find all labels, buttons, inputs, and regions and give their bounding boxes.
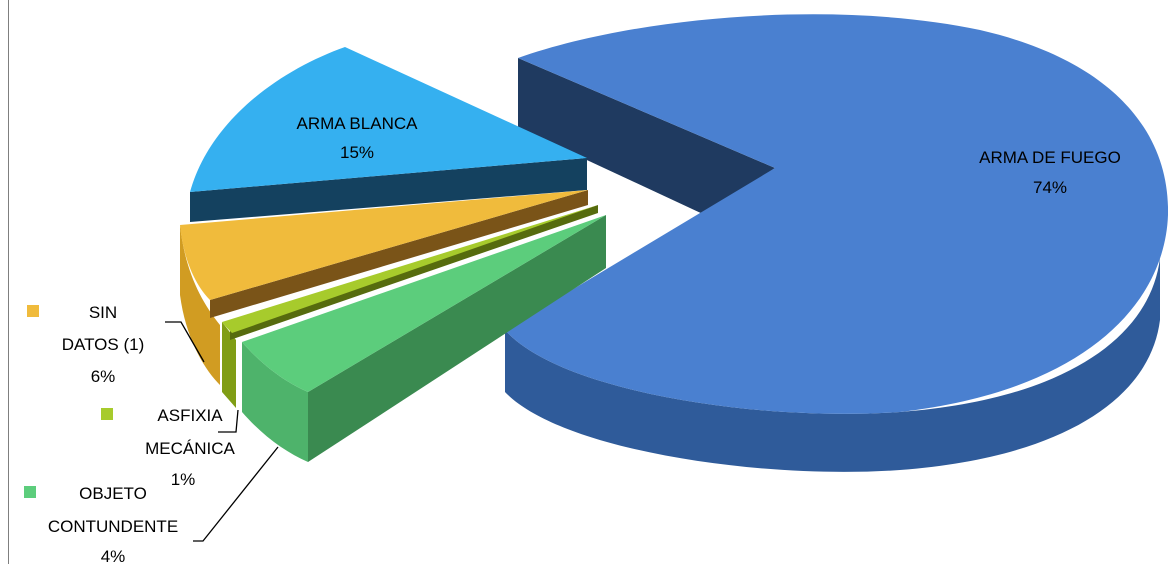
slice-arma-blanca xyxy=(190,47,587,222)
label-arma-blanca-percent: 15% xyxy=(340,143,374,162)
slice-arma-blanca-depth xyxy=(190,158,587,222)
legend-key-asfixia xyxy=(101,408,113,420)
legend-key-sin-datos xyxy=(27,305,39,317)
slice-sin-datos-depth xyxy=(210,190,588,318)
label-arma-blanca-name: ARMA BLANCA xyxy=(297,114,419,133)
label-sin-datos-line1: SIN xyxy=(89,303,117,322)
label-sin-datos-line2: DATOS (1) xyxy=(62,335,145,354)
legend-key-arma-blanca xyxy=(255,116,265,126)
slice-sin-datos xyxy=(180,190,588,385)
label-objeto-line1: OBJETO xyxy=(79,484,147,503)
slice-arma-de-fuego-depth xyxy=(505,258,1160,472)
slice-sin-datos-top xyxy=(180,190,588,300)
slice-asfixia-mecanica-depth xyxy=(230,205,598,340)
label-arma-de-fuego-percent: 74% xyxy=(1033,178,1067,197)
label-asfixia-percent: 1% xyxy=(171,470,196,489)
slice-objeto-contundente-side xyxy=(308,215,606,462)
label-objeto-percent: 4% xyxy=(101,547,126,564)
leader-line-sin-datos xyxy=(165,321,205,363)
slice-asfixia-mecanica-top xyxy=(222,205,598,333)
legend-key-objeto xyxy=(24,486,36,498)
slice-arma-de-fuego-side xyxy=(518,58,775,215)
leader-line-objeto xyxy=(193,446,279,542)
label-asfixia-line2: MECÁNICA xyxy=(145,439,235,458)
slice-asfixia-mecanica-front xyxy=(222,322,236,408)
slice-arma-de-fuego-top xyxy=(505,14,1168,414)
slice-objeto-contundente-front xyxy=(242,342,308,462)
slice-objeto-contundente xyxy=(242,215,606,462)
slice-objeto-contundente-top xyxy=(242,215,606,392)
slice-arma-de-fuego xyxy=(505,14,1168,472)
frame-border xyxy=(8,0,9,564)
label-objeto-line2: CONTUNDENTE xyxy=(48,517,178,536)
label-sin-datos-percent: 6% xyxy=(91,367,116,386)
slice-asfixia-mecanica xyxy=(222,205,598,408)
label-arma-de-fuego-name: ARMA DE FUEGO xyxy=(979,148,1121,167)
slice-arma-blanca-top xyxy=(190,47,587,192)
slice-sin-datos-front xyxy=(180,225,220,385)
legend-key-arma-de-fuego xyxy=(937,151,947,161)
leader-line-asfixia xyxy=(218,409,239,433)
label-asfixia-line1: ASFIXIA xyxy=(157,406,223,425)
